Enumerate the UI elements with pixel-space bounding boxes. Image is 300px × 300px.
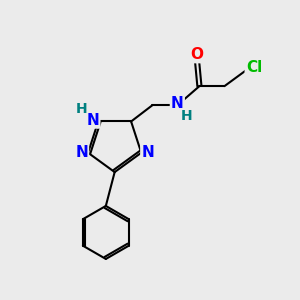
Text: H: H [76, 102, 88, 116]
Text: N: N [171, 96, 184, 111]
Text: Cl: Cl [246, 59, 262, 74]
Text: O: O [190, 47, 204, 62]
Text: H: H [181, 110, 193, 124]
Text: N: N [75, 145, 88, 160]
Text: N: N [87, 112, 99, 128]
Text: N: N [141, 145, 154, 160]
